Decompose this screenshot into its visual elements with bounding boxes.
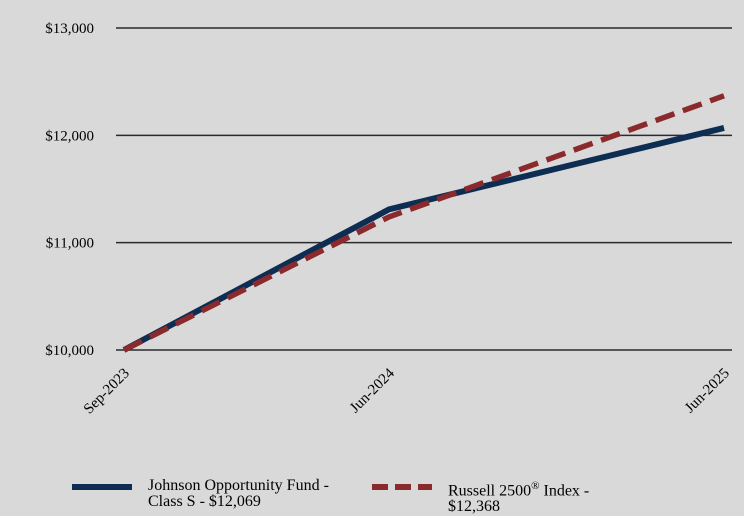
legend-item-fund: Johnson Opportunity Fund - Class S - $12… — [72, 478, 358, 515]
fund-series-line — [122, 125, 725, 353]
legend: Johnson Opportunity Fund - Class S - $12… — [72, 478, 648, 515]
y-tick-label: $13,000 — [45, 21, 94, 37]
series-lines — [122, 93, 725, 353]
grid-lines — [116, 27, 732, 351]
legend-swatch-fund — [72, 484, 132, 490]
y-tick-label: $12,000 — [45, 128, 94, 144]
x-axis-labels: Sep-2023 Jun-2024 Jun-2025 — [81, 365, 733, 417]
y-tick-label: $10,000 — [45, 343, 94, 359]
legend-label-fund: Johnson Opportunity Fund - Class S - $12… — [148, 477, 329, 510]
y-axis-labels: $10,000 $11,000 $12,000 $13,000 — [45, 21, 94, 359]
legend-label-index-name: Russell 2500 — [448, 482, 532, 500]
x-tick-label: Sep-2023 — [81, 366, 133, 418]
index-series-line — [122, 93, 725, 353]
legend-item-index: Russell 2500® Index - $12,368 — [372, 478, 648, 515]
legend-label-index: Russell 2500® Index - $12,368 — [448, 478, 648, 515]
legend-label-index-value: Index - $12,368 — [448, 482, 590, 516]
x-tick-label: Jun-2024 — [347, 365, 398, 416]
line-chart: $10,000 $11,000 $12,000 $13,000 Sep-2023 Jun… — [45, 21, 733, 417]
x-tick-label: Jun-2025 — [682, 366, 733, 417]
y-tick-label: $11,000 — [46, 236, 94, 252]
legend-label-index-registered: ® — [531, 480, 540, 492]
legend-swatch-index — [372, 484, 432, 490]
